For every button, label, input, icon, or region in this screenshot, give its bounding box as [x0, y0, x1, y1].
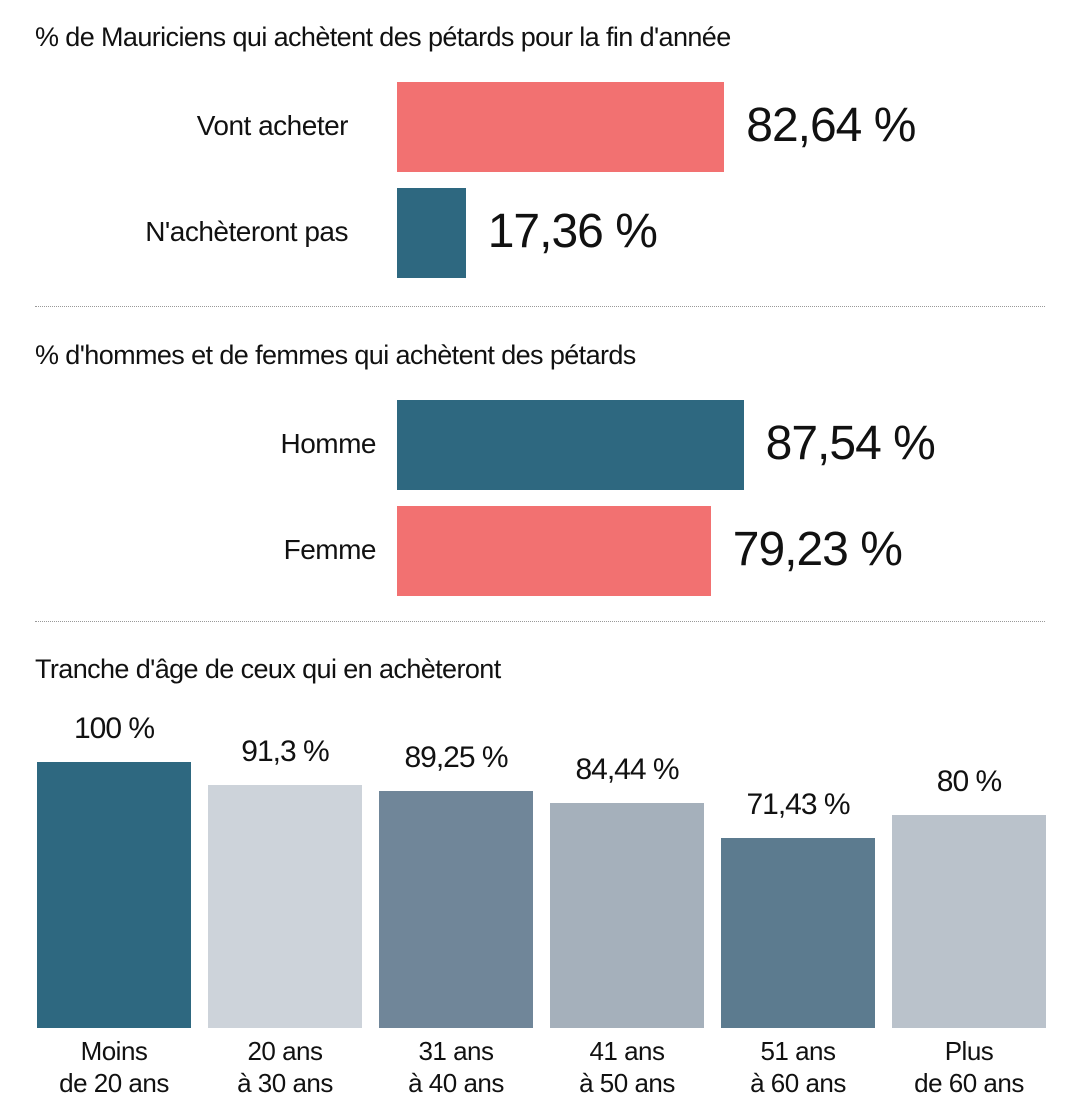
bar-value-label: 71,43 % — [746, 787, 850, 821]
bar-category-label: 51 ans à 60 ans — [713, 1035, 883, 1099]
category-label-line: de 60 ans — [914, 1068, 1024, 1098]
bar — [397, 400, 744, 490]
bar-category-label: Homme — [280, 428, 376, 459]
bar-category-label: 20 ans à 30 ans — [200, 1035, 370, 1099]
bar-value-label: 82,64 % — [746, 99, 916, 152]
category-label-line: de 20 ans — [59, 1068, 169, 1098]
bar — [721, 837, 875, 1028]
bar-category-label: Vont acheter — [196, 110, 349, 141]
category-label-line: à 30 ans — [237, 1068, 333, 1098]
category-label-line: 20 ans — [247, 1036, 323, 1066]
bar-value-label: 89,25 % — [404, 740, 508, 774]
bar-value-label: 100 % — [73, 712, 155, 745]
bar-category-label: Femme — [283, 534, 377, 565]
bar-category-label: N'achèteront pas — [145, 216, 348, 247]
bar-category-label: Plus de 60 ans — [884, 1035, 1054, 1099]
bar — [397, 82, 725, 172]
category-label-line: 31 ans — [418, 1036, 494, 1066]
bar-category-label: 31 ans à 40 ans — [371, 1035, 541, 1099]
category-label-line: Moins — [80, 1036, 148, 1066]
bar — [550, 803, 704, 1028]
category-label-line: 51 ans — [760, 1036, 836, 1066]
bar-category-label: Moins de 20 ans — [29, 1035, 199, 1099]
bar — [379, 790, 533, 1028]
category-label-line: à 40 ans — [408, 1068, 504, 1098]
bar-value-label: 79,23 % — [732, 523, 903, 576]
bar-value-label: 17,36 % — [487, 205, 658, 258]
category-label-line: Plus — [944, 1036, 994, 1066]
bar-value-label: 80 % — [936, 765, 1002, 799]
bar-value-label: 87,54 % — [765, 417, 936, 470]
bar-value-label: 91,3 % — [241, 735, 329, 769]
chart3-title: Tranche d'âge de ceux qui en achèteront — [35, 654, 501, 684]
bar — [208, 785, 362, 1028]
bar — [37, 762, 191, 1028]
bar-value-label: 84,44 % — [575, 753, 679, 787]
bar — [397, 506, 711, 596]
category-label-line: à 50 ans — [579, 1068, 675, 1098]
bar — [397, 188, 466, 278]
bar-category-label: 41 ans à 50 ans — [542, 1035, 712, 1099]
category-label-line: 41 ans — [589, 1036, 665, 1066]
chart1-title: % de Mauriciens qui achètent des pétards… — [35, 22, 731, 52]
divider — [35, 306, 1045, 307]
category-label-line: à 60 ans — [750, 1068, 846, 1098]
chart2-title: % d'hommes et de femmes qui achètent des… — [35, 340, 636, 370]
bar — [892, 815, 1046, 1028]
divider — [35, 621, 1045, 622]
